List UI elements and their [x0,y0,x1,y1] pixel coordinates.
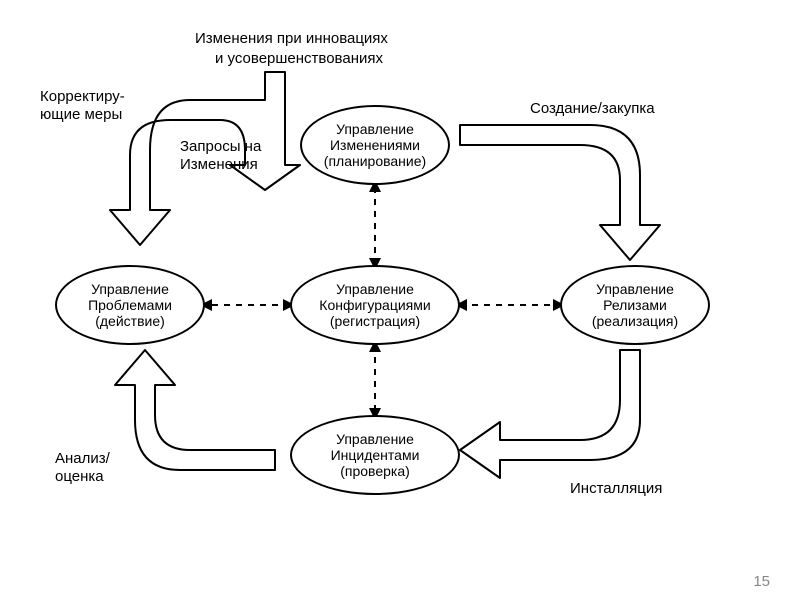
node-line: Управление [336,431,414,447]
node-line: Релизами [603,297,667,313]
label-install: Инсталляция [570,480,662,498]
label-analysis-1: Анализ/ [55,450,110,468]
node-config-mgmt: Управление Конфигурациями (регистрация) [290,265,460,345]
arrow-create-purchase [460,125,660,260]
node-line: Конфигурациями [319,297,430,313]
label-corrective-2: ющие меры [40,106,122,124]
node-line: (регистрация) [330,313,420,329]
node-release-mgmt: Управление Релизами (реализация) [560,265,710,345]
node-incident-mgmt: Управление Инцидентами (проверка) [290,415,460,495]
label-requests-2: Изменения [180,156,258,174]
node-line: (проверка) [340,463,410,479]
node-line: Управление [596,281,674,297]
node-line: (планирование) [324,153,426,169]
label-requests-1: Запросы на [180,138,261,156]
label-innovations-2: и усовершенствованиях [215,50,383,68]
arrow-install [460,350,640,478]
node-line: Управление [336,281,414,297]
node-line: Изменениями [330,137,420,153]
node-line: (реализация) [592,313,678,329]
label-analysis-2: оценка [55,468,104,486]
node-line: Проблемами [88,297,172,313]
diagram-canvas: { "page_number": "15", "background_color… [0,0,800,600]
label-create: Создание/закупка [530,100,655,118]
node-line: Управление [336,121,414,137]
node-problem-mgmt: Управление Проблемами (действие) [55,265,205,345]
node-change-mgmt: Управление Изменениями (планирование) [300,105,450,185]
page-number: 15 [753,573,770,590]
arrow-analysis [115,350,275,470]
node-line: Инцидентами [331,447,420,463]
node-line: Управление [91,281,169,297]
node-line: (действие) [95,313,165,329]
label-corrective-1: Корректиру- [40,88,125,106]
label-innovations-1: Изменения при инновациях [195,30,388,48]
